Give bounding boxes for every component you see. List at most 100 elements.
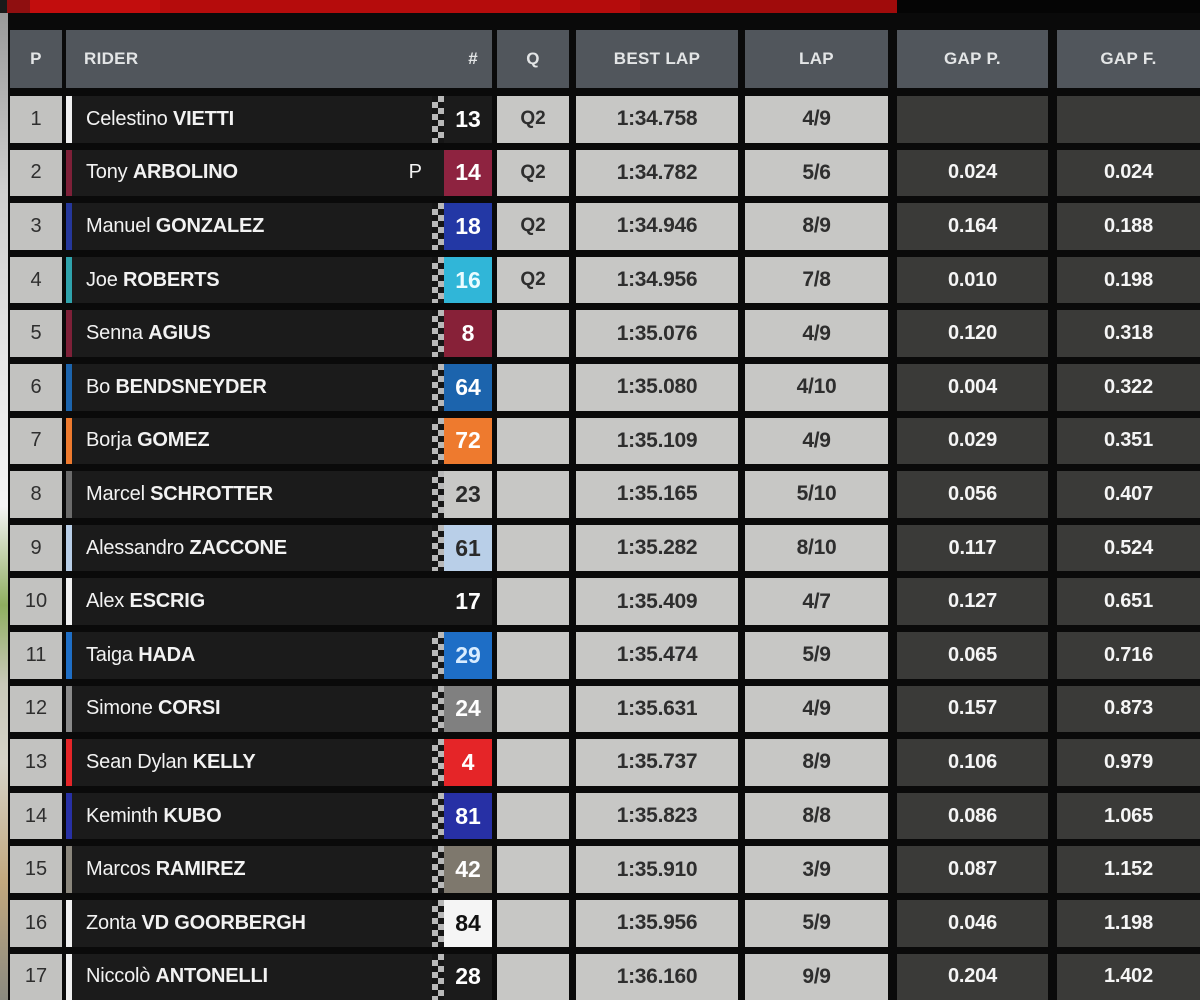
gap-first-cell: 0.318 — [1057, 310, 1200, 357]
gap-prev-cell: 0.106 — [897, 739, 1048, 786]
pit-indicator: P — [408, 161, 422, 184]
checkered-flag-strip — [432, 203, 444, 250]
rider-cell: Alex ESCRIG 17 — [66, 578, 492, 625]
gap-prev-cell: 0.004 — [897, 363, 1048, 411]
header-rider: RIDER # — [66, 30, 492, 88]
gap-first-cell: 1.198 — [1057, 899, 1200, 947]
position-cell: 11 — [10, 631, 62, 679]
lap-count-cell: 5/10 — [745, 471, 888, 518]
team-color-stripe — [66, 899, 72, 947]
q-session-cell — [497, 792, 569, 840]
team-color-stripe — [66, 524, 72, 572]
team-color-stripe — [66, 685, 72, 733]
rider-cell: Niccolò ANTONELLI 28 — [66, 953, 492, 1000]
gap-prev-cell: 0.087 — [897, 846, 1048, 893]
checkered-flag-strip — [432, 578, 444, 625]
team-color-stripe — [66, 631, 72, 679]
rider-cell: Marcel SCHROTTER 23 — [66, 471, 492, 518]
rider-cell: Marcos RAMIREZ 42 — [66, 846, 492, 893]
lap-count-cell: 4/9 — [745, 96, 888, 143]
rider-number-plate: 28 — [455, 963, 481, 990]
team-color-stripe — [66, 953, 72, 1000]
rider-number-plate: 81 — [444, 792, 492, 840]
table-row: 1 Celestino VIETTI 13 Q2 1:34.758 4/9 — [8, 96, 1200, 143]
rider-number-plate: 84 — [444, 899, 492, 947]
rider-cell: Simone CORSI 24 — [66, 685, 492, 733]
table-header-row: P RIDER # Q BEST LAP LAP GAP P. GAP F. — [8, 30, 1200, 88]
checkered-flag-strip — [432, 685, 444, 733]
gap-prev-cell: 0.204 — [897, 953, 1048, 1000]
rider-name: Celestino VIETTI — [86, 107, 234, 130]
rider-cell: Bo BENDSNEYDER 64 — [66, 363, 492, 411]
rider-name: Taiga HADA — [86, 643, 196, 666]
lap-count-cell: 4/9 — [745, 685, 888, 733]
position-cell: 1 — [10, 96, 62, 143]
gap-prev-cell: 0.065 — [897, 631, 1048, 679]
q-session-cell — [497, 363, 569, 411]
lap-count-cell: 4/10 — [745, 363, 888, 411]
gap-first-cell: 0.716 — [1057, 631, 1200, 679]
rider-number-plate: 24 — [444, 685, 492, 733]
rider-cell: Tony ARBOLINO P 14 — [66, 149, 492, 197]
rider-cell: Sean Dylan KELLY 4 — [66, 739, 492, 786]
rider-cell: Keminth KUBO 81 — [66, 792, 492, 840]
lap-count-cell: 8/9 — [745, 739, 888, 786]
lap-count-cell: 3/9 — [745, 846, 888, 893]
q-session-cell — [497, 846, 569, 893]
best-lap-cell: 1:35.409 — [576, 578, 738, 625]
best-lap-cell: 1:35.080 — [576, 363, 738, 411]
table-row: 8 Marcel SCHROTTER 23 1:35.165 5/10 0.05… — [8, 471, 1200, 518]
best-lap-cell: 1:35.474 — [576, 631, 738, 679]
best-lap-cell: 1:36.160 — [576, 953, 738, 1000]
table-row: 2 Tony ARBOLINO P 14 Q2 1:34.782 5/6 0.0… — [8, 149, 1200, 197]
rider-name: Manuel GONZALEZ — [86, 214, 265, 237]
best-lap-cell: 1:34.782 — [576, 149, 738, 197]
checkered-flag-strip — [432, 471, 444, 518]
best-lap-cell: 1:35.109 — [576, 417, 738, 465]
checkered-flag-strip — [432, 899, 444, 947]
team-color-stripe — [66, 846, 72, 893]
gap-first-cell: 1.065 — [1057, 792, 1200, 840]
q-session-cell — [497, 899, 569, 947]
lap-count-cell: 9/9 — [745, 953, 888, 1000]
broadcast-red-bar — [0, 0, 1200, 13]
team-color-stripe — [66, 471, 72, 518]
best-lap-cell: 1:35.165 — [576, 471, 738, 518]
gap-first-cell: 0.188 — [1057, 203, 1200, 250]
best-lap-cell: 1:35.631 — [576, 685, 738, 733]
header-gap-first: GAP F. — [1057, 30, 1200, 88]
team-color-stripe — [66, 578, 72, 625]
gap-prev-cell: 0.010 — [897, 256, 1048, 304]
gap-first-cell: 0.524 — [1057, 524, 1200, 572]
checkered-flag-strip — [432, 953, 444, 1000]
lap-count-cell: 8/8 — [745, 792, 888, 840]
team-color-stripe — [66, 792, 72, 840]
table-row: 4 Joe ROBERTS 16 Q2 1:34.956 7/8 0.010 0… — [8, 256, 1200, 304]
table-row: 10 Alex ESCRIG 17 1:35.409 4/7 0.127 0.6… — [8, 578, 1200, 625]
rider-name: Marcos RAMIREZ — [86, 858, 246, 881]
q-session-cell — [497, 631, 569, 679]
table-row: 6 Bo BENDSNEYDER 64 1:35.080 4/10 0.004 … — [8, 363, 1200, 411]
best-lap-cell: 1:35.282 — [576, 524, 738, 572]
rider-name: Senna AGIUS — [86, 322, 211, 345]
header-lap: LAP — [745, 30, 888, 88]
rider-number-plate: 4 — [444, 739, 492, 786]
gap-prev-cell: 0.029 — [897, 417, 1048, 465]
background-photo-sliver — [0, 13, 8, 1000]
checkered-flag-strip — [432, 524, 444, 572]
rider-name: Alessandro ZACCONE — [86, 536, 287, 559]
header-gap-prev: GAP P. — [897, 30, 1048, 88]
rider-cell: Taiga HADA 29 — [66, 631, 492, 679]
table-row: 11 Taiga HADA 29 1:35.474 5/9 0.065 0.71… — [8, 631, 1200, 679]
table-body: 1 Celestino VIETTI 13 Q2 1:34.758 4/9 2 … — [8, 96, 1200, 1000]
rider-number-plate: 13 — [455, 105, 481, 132]
rider-number-plate: 17 — [455, 588, 481, 615]
team-color-stripe — [66, 96, 72, 143]
rider-number-plate: 29 — [444, 631, 492, 679]
rider-number-plate: 61 — [444, 524, 492, 572]
checkered-flag-strip — [432, 739, 444, 786]
checkered-flag-strip — [432, 256, 444, 304]
q-session-cell — [497, 310, 569, 357]
rider-name: Marcel SCHROTTER — [86, 482, 273, 505]
